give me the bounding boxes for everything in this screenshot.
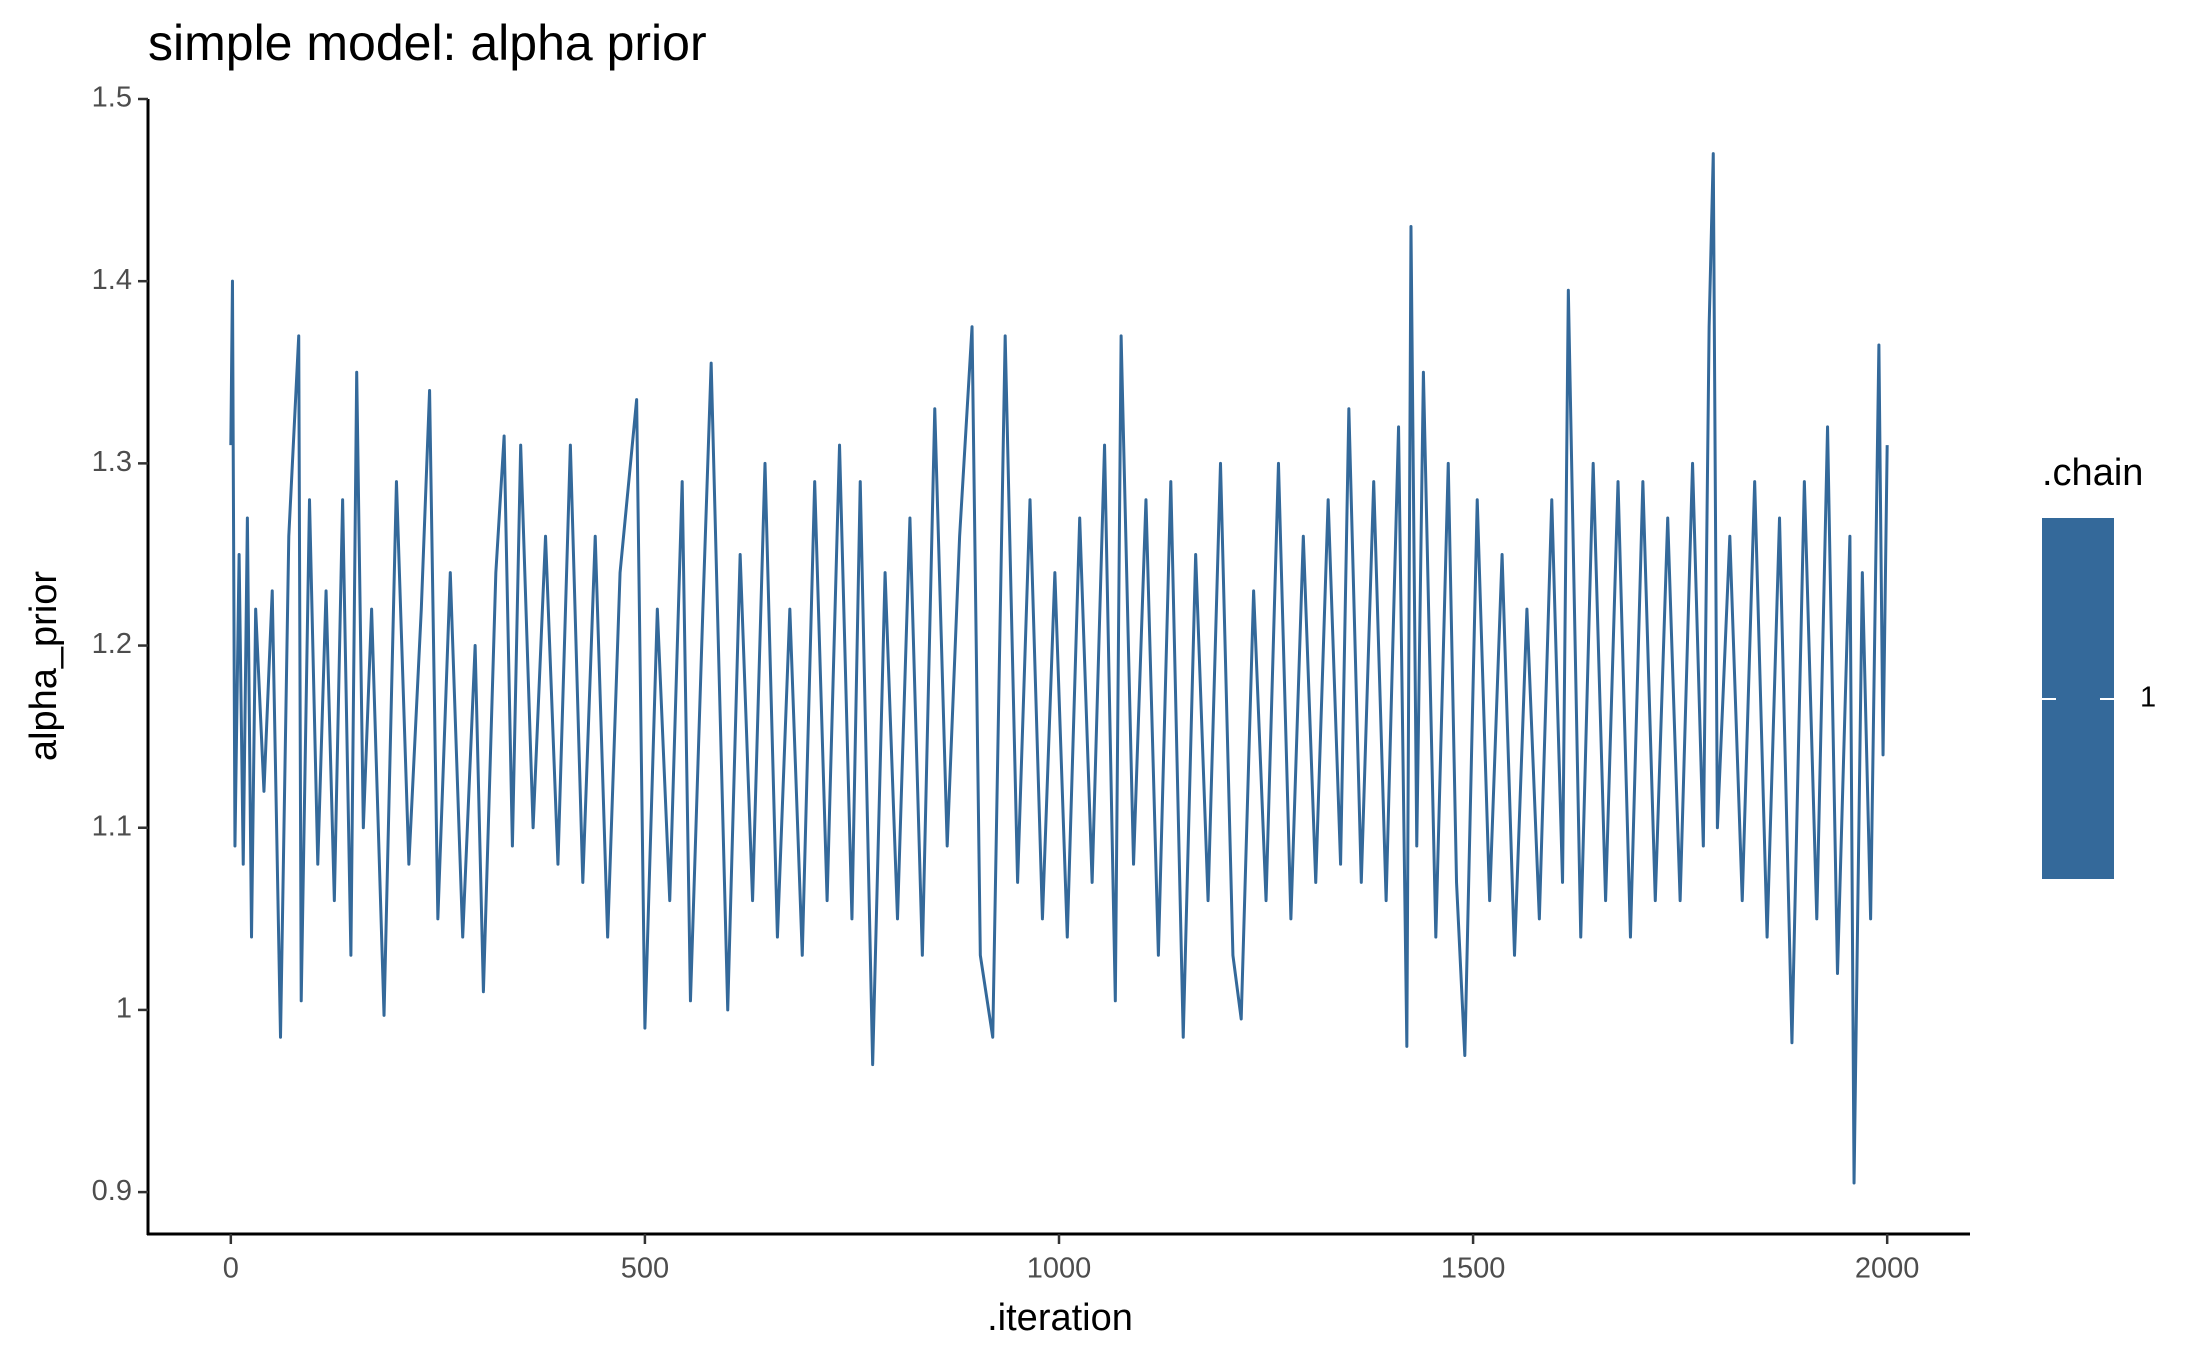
legend-label: 1 bbox=[2140, 682, 2156, 714]
legend-title: .chain bbox=[2042, 452, 2143, 494]
x-tick-label: 1000 bbox=[1027, 1253, 1092, 1285]
y-tick-label: 1.3 bbox=[92, 446, 132, 478]
y-tick-label: 1.2 bbox=[92, 628, 132, 660]
y-axis-title: alpha_prior bbox=[23, 571, 65, 761]
x-tick-label: 1500 bbox=[1441, 1253, 1506, 1285]
y-tick-label: 1.5 bbox=[92, 82, 132, 114]
chart-title: simple model: alpha prior bbox=[148, 15, 707, 71]
y-tick-label: 1.1 bbox=[92, 810, 132, 842]
trace-line bbox=[229, 152, 1889, 1185]
x-tick-label: 2000 bbox=[1855, 1253, 1920, 1285]
y-tick-label: 1 bbox=[116, 993, 132, 1025]
y-tick-label: 0.9 bbox=[92, 1175, 132, 1207]
x-tick-label: 500 bbox=[621, 1253, 669, 1285]
y-tick-label: 1.4 bbox=[92, 264, 132, 296]
x-tick-label: 0 bbox=[223, 1253, 239, 1285]
x-axis-title: .iteration bbox=[987, 1297, 1133, 1339]
